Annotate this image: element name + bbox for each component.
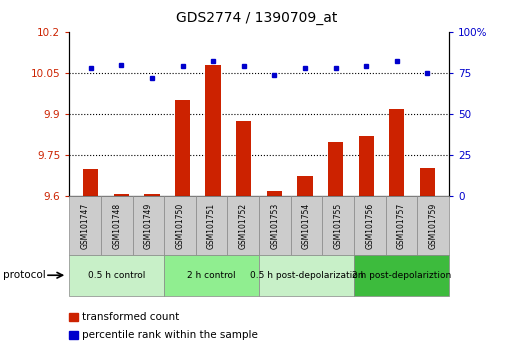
Text: transformed count: transformed count: [82, 312, 180, 322]
Text: GSM101752: GSM101752: [239, 202, 248, 249]
Bar: [236, 121, 251, 196]
Text: GSM101748: GSM101748: [112, 202, 121, 249]
Text: GSM101749: GSM101749: [144, 202, 153, 249]
Bar: [389, 109, 404, 196]
Text: GSM101756: GSM101756: [365, 202, 374, 249]
Bar: [83, 169, 98, 196]
Bar: [206, 65, 221, 196]
Bar: [328, 142, 343, 196]
Text: GSM101755: GSM101755: [333, 202, 343, 249]
Bar: [114, 194, 129, 196]
Bar: [359, 136, 374, 196]
Text: 0.5 h control: 0.5 h control: [88, 271, 145, 280]
Bar: [175, 101, 190, 196]
Text: GSM101753: GSM101753: [270, 202, 280, 249]
Bar: [144, 194, 160, 196]
Text: GSM101754: GSM101754: [302, 202, 311, 249]
Text: GDS2774 / 1390709_at: GDS2774 / 1390709_at: [176, 11, 337, 25]
Text: GSM101747: GSM101747: [81, 202, 90, 249]
Text: GSM101759: GSM101759: [428, 202, 438, 249]
Text: protocol: protocol: [3, 270, 45, 280]
Text: 0.5 h post-depolarization: 0.5 h post-depolarization: [250, 271, 363, 280]
Text: 2 h post-depolariztion: 2 h post-depolariztion: [352, 271, 451, 280]
Text: 2 h control: 2 h control: [187, 271, 236, 280]
Text: GSM101757: GSM101757: [397, 202, 406, 249]
Text: GSM101750: GSM101750: [175, 202, 185, 249]
Bar: [267, 191, 282, 196]
Text: percentile rank within the sample: percentile rank within the sample: [82, 330, 258, 339]
Text: GSM101751: GSM101751: [207, 202, 216, 249]
Bar: [420, 168, 435, 196]
Bar: [298, 176, 312, 196]
